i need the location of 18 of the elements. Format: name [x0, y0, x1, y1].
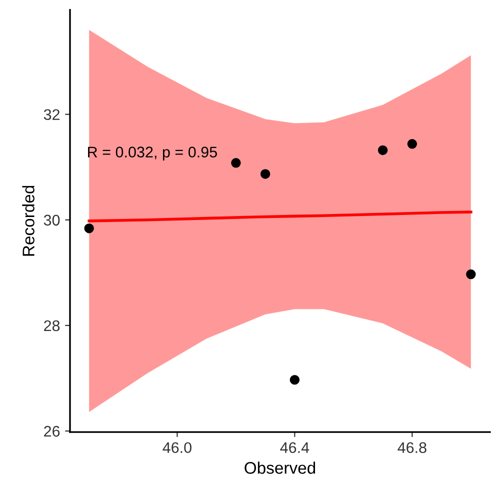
point — [378, 145, 388, 156]
y-tick-label: 28 — [44, 320, 60, 332]
y-tick-label: 26 — [44, 426, 60, 437]
point — [84, 223, 94, 234]
point — [290, 374, 300, 385]
point — [407, 139, 418, 149]
annotation: R = 0.032, p = 0.95 — [88, 146, 217, 161]
x-tick-label: 46.8 — [398, 442, 426, 454]
point — [466, 269, 476, 280]
x-tick-label: 46.0 — [162, 442, 192, 454]
y-axis-title: Recorded — [22, 186, 34, 256]
line-series — [88, 210, 472, 222]
point — [260, 169, 270, 179]
x-tick-label: 46.4 — [280, 442, 310, 454]
y-tick-label: 30 — [44, 214, 60, 226]
y-tick-label: 32 — [44, 109, 60, 120]
point — [231, 158, 241, 168]
x-axis-title: Observed — [244, 462, 316, 474]
